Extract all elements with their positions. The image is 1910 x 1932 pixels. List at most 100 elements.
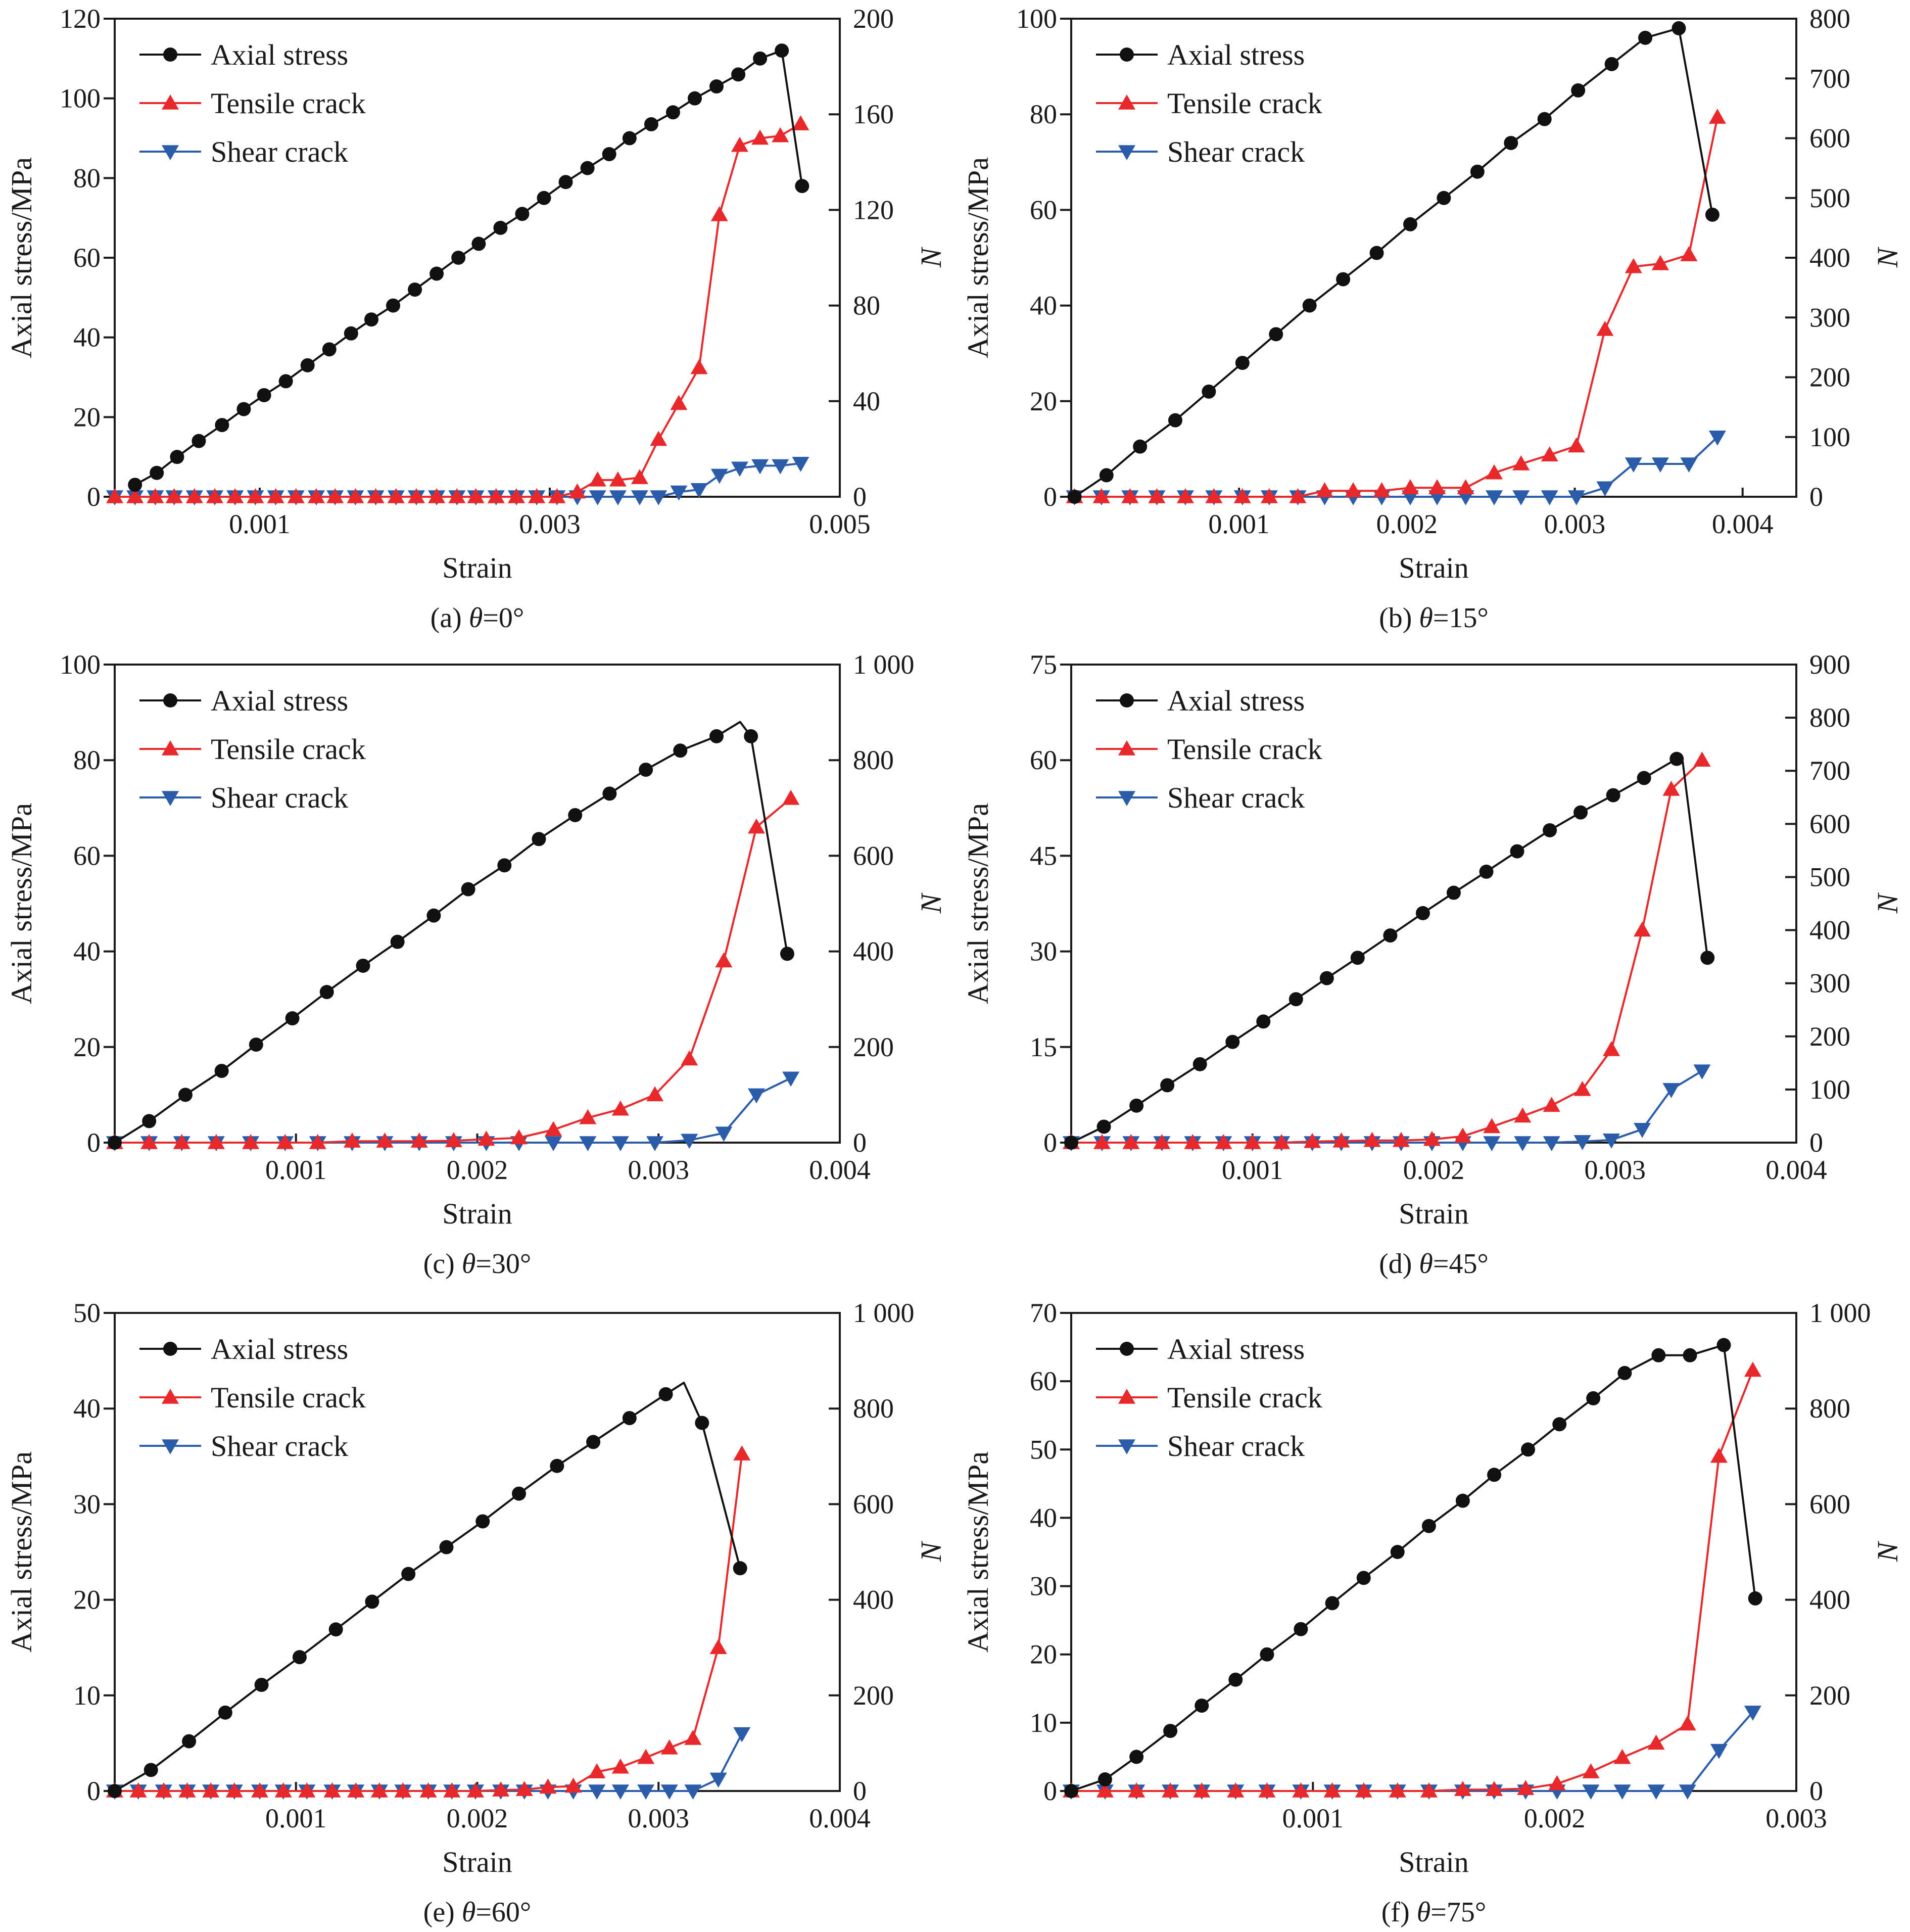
tensile-data-point bbox=[690, 359, 708, 374]
shear-data-point bbox=[733, 1727, 751, 1742]
axial-data-point bbox=[1521, 1442, 1536, 1457]
axial-data-point bbox=[1294, 1622, 1308, 1636]
shear-data-point bbox=[772, 459, 789, 475]
y-tick-label: 40 bbox=[73, 1393, 101, 1424]
axial-data-point bbox=[1748, 1591, 1762, 1606]
axial-data-point bbox=[733, 1561, 747, 1576]
tensile-data-point bbox=[564, 1777, 582, 1793]
x-tick-label: 0.003 bbox=[1765, 1803, 1827, 1833]
caption-label: (d) bbox=[1379, 1248, 1412, 1280]
tensile-data-point bbox=[1227, 1782, 1245, 1798]
y-tick-label: 80 bbox=[1030, 99, 1057, 129]
tensile-data-point bbox=[515, 1781, 533, 1796]
axial-data-point bbox=[658, 1387, 673, 1401]
caption-value: =0° bbox=[483, 602, 524, 634]
axial-data-point bbox=[178, 1088, 193, 1102]
tensile-data-point bbox=[715, 952, 733, 968]
tensile-data-point bbox=[772, 127, 789, 143]
y-tick-label: 20 bbox=[73, 402, 101, 432]
tensile-data-point bbox=[1512, 455, 1530, 470]
panel-caption: (c) θ=30° bbox=[423, 1248, 532, 1280]
legend-label-shear: Shear crack bbox=[211, 781, 348, 814]
y2-tick-label: 80 bbox=[853, 291, 880, 321]
y-tick-label: 0 bbox=[1043, 1776, 1057, 1806]
shear-data-point bbox=[1567, 490, 1585, 505]
axial-data-point bbox=[1192, 1057, 1207, 1071]
tensile-data-point bbox=[326, 488, 344, 503]
axial-data-point bbox=[1235, 356, 1250, 370]
y2-tick-label: 300 bbox=[1809, 302, 1850, 333]
axial-data-point bbox=[322, 342, 337, 357]
axial-data-point bbox=[1669, 751, 1684, 766]
tensile-data-point bbox=[1289, 488, 1307, 503]
shear-data-point bbox=[690, 483, 708, 498]
axial-data-point bbox=[1356, 1571, 1371, 1585]
shear-data-point bbox=[1573, 1135, 1591, 1150]
legend: Axial stress Tensile crack Shear crack bbox=[1096, 1333, 1322, 1463]
panel-caption: (b) θ=15° bbox=[1379, 602, 1489, 634]
y-tick-label: 60 bbox=[1030, 1366, 1057, 1396]
tensile-data-point bbox=[1205, 488, 1223, 503]
tensile-data-point bbox=[247, 488, 264, 503]
tensile-data-point bbox=[631, 469, 648, 484]
tensile-data-point bbox=[298, 1782, 316, 1798]
tensile-series-line bbox=[1074, 117, 1718, 498]
legend-marker-tensile bbox=[162, 740, 179, 756]
legend-marker-axial bbox=[163, 48, 177, 62]
x-tick-label: 0.004 bbox=[809, 1803, 871, 1833]
shear-data-point bbox=[611, 1784, 629, 1800]
axial-data-point bbox=[622, 131, 637, 146]
y2-tick-label: 600 bbox=[1809, 123, 1850, 154]
shear-data-point bbox=[545, 1136, 562, 1151]
axial-data-point bbox=[580, 161, 595, 175]
tensile-data-point bbox=[140, 1134, 158, 1149]
shear-data-point bbox=[579, 1136, 597, 1151]
panel-caption: (e) θ=60° bbox=[423, 1897, 532, 1928]
axial-data-point bbox=[170, 450, 184, 464]
legend-marker-shear bbox=[162, 1439, 179, 1454]
axial-data-point bbox=[1097, 1772, 1112, 1787]
tensile-data-point bbox=[1355, 1782, 1372, 1798]
axial-data-point bbox=[550, 1458, 564, 1473]
axial-data-point bbox=[497, 858, 512, 873]
shear-data-point bbox=[1651, 457, 1669, 473]
axial-data-point bbox=[1336, 272, 1351, 287]
legend-label-shear: Shear crack bbox=[211, 135, 348, 168]
caption-theta: θ bbox=[469, 602, 483, 634]
tensile-data-point bbox=[568, 483, 586, 499]
tensile-data-point bbox=[1316, 482, 1333, 497]
axial-series-line bbox=[1071, 756, 1709, 1144]
axial-data-point bbox=[622, 1411, 637, 1426]
x-tick-label: 0.004 bbox=[1765, 1155, 1827, 1185]
tensile-data-point bbox=[1128, 1782, 1145, 1798]
tensile-data-point bbox=[792, 115, 809, 130]
tensile-data-point bbox=[445, 1132, 462, 1147]
y2-tick-label: 40 bbox=[853, 386, 880, 416]
y-tick-label: 40 bbox=[1030, 291, 1057, 321]
axial-data-point bbox=[602, 147, 616, 162]
tensile-data-point bbox=[347, 1782, 365, 1798]
axial-data-point bbox=[344, 326, 358, 341]
axial-data-point bbox=[1168, 413, 1182, 428]
axial-data-point bbox=[586, 1435, 601, 1449]
axial-data-point bbox=[1302, 298, 1317, 313]
axial-data-point bbox=[1133, 439, 1148, 454]
legend: Axial stress Tensile crack Shear crack bbox=[139, 1333, 366, 1463]
tensile-data-point bbox=[1708, 109, 1726, 124]
tensile-series-line bbox=[1071, 759, 1703, 1144]
tensile-data-point bbox=[226, 488, 244, 503]
tensile-data-point bbox=[467, 488, 485, 503]
caption-theta: θ bbox=[1419, 1248, 1433, 1280]
axial-data-point bbox=[182, 1734, 197, 1749]
tensile-data-point bbox=[1420, 1782, 1438, 1798]
legend-marker-axial bbox=[1120, 48, 1134, 62]
axial-data-point bbox=[1487, 1468, 1502, 1482]
axial-data-point bbox=[426, 908, 441, 923]
legend-label-shear: Shear crack bbox=[211, 1430, 348, 1463]
shear-data-point bbox=[709, 1772, 727, 1788]
axial-data-point bbox=[1683, 1348, 1697, 1362]
tensile-data-point bbox=[178, 1782, 196, 1798]
y2-tick-label: 200 bbox=[853, 1032, 894, 1062]
y2-tick-label: 700 bbox=[1809, 756, 1850, 786]
tensile-data-point bbox=[650, 431, 667, 446]
